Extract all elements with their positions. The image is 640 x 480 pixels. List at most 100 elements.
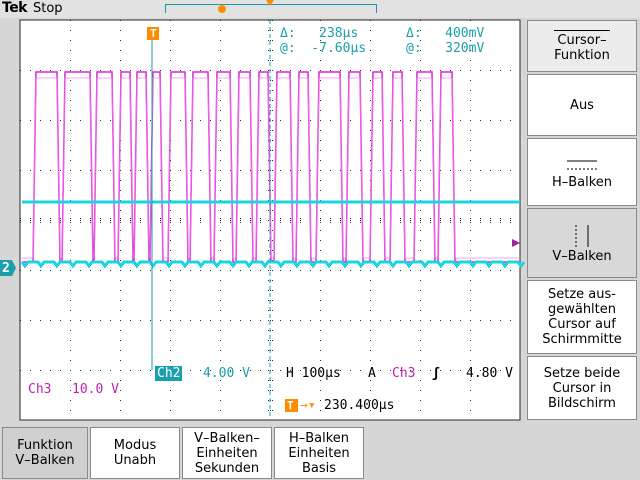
grid-dot [272, 210, 273, 211]
grid-dot [290, 220, 291, 221]
menu-center-cursor-button[interactable]: Setze aus- gewählten Cursor auf Schirmmi… [527, 280, 637, 354]
menu-vbalken-button[interactable]: V–Balken [527, 208, 637, 278]
grid-dot [120, 330, 121, 331]
grid-dot [470, 50, 471, 51]
grid-dot [410, 120, 411, 121]
menu-both-cursors-label: Setze beide Cursor in Bildschirm [543, 365, 621, 411]
grid-dot [460, 370, 461, 371]
grid-dot [500, 170, 501, 171]
grid-dot [320, 40, 321, 41]
menu-aus-label: Aus [570, 97, 594, 113]
grid-dot [230, 222, 231, 223]
grid-dot [250, 70, 251, 71]
grid-dot [320, 110, 321, 111]
grid-dot [250, 320, 251, 321]
grid-dot [90, 320, 91, 321]
grid-dot [460, 220, 461, 221]
grid-dot [510, 120, 511, 121]
grid-dot [170, 410, 171, 411]
grid-dot [470, 70, 471, 71]
trigger-marker-label: T [150, 27, 157, 40]
menu-both-cursors-button[interactable]: Setze beide Cursor in Bildschirm [527, 356, 637, 420]
grid-dot [370, 20, 371, 21]
grid-dot [30, 220, 31, 221]
grid-dot [70, 160, 71, 161]
grid-dot [120, 390, 121, 391]
grid-dot [100, 120, 101, 121]
grid-dot [268, 220, 269, 221]
bottom-modus-button[interactable]: Modus Unabh [90, 427, 180, 479]
grid-dot [170, 170, 171, 171]
grid-dot [320, 280, 321, 281]
menu-aus-button[interactable]: Aus [527, 74, 637, 136]
grid-dot [320, 90, 321, 91]
grid-dot [390, 170, 391, 171]
grid-dot [430, 218, 431, 219]
grid-dot [370, 130, 371, 131]
grid-dot [230, 70, 231, 71]
grid-dot [260, 70, 261, 71]
grid-dot [270, 130, 271, 131]
grid-dot [230, 220, 231, 221]
grid-dot [330, 218, 331, 219]
grid-dot [340, 370, 341, 371]
grid-dot [170, 190, 171, 191]
grid-dot [470, 220, 471, 221]
grid-dot [480, 370, 481, 371]
grid-dot [470, 20, 471, 21]
grid-dot [70, 110, 71, 111]
grid-dot [170, 220, 171, 221]
grid-dot [70, 140, 71, 141]
grid-dot [440, 220, 441, 221]
grid-dot [200, 218, 201, 219]
grid-dot [200, 222, 201, 223]
grid-dot [280, 120, 281, 121]
bottom-vbalken-units-button[interactable]: V–Balken– Einheiten Sekunden [182, 427, 272, 479]
grid-dot [272, 170, 273, 171]
grid-dot [220, 180, 221, 181]
grid-dot [410, 220, 411, 221]
grid-dot [320, 230, 321, 231]
grid-dot [410, 70, 411, 71]
grid-dot [20, 170, 21, 171]
grid-dot [260, 170, 261, 171]
ch3-label: Ch3 [28, 382, 52, 397]
grid-dot [272, 350, 273, 351]
grid-dot [272, 150, 273, 151]
grid-dot [70, 290, 71, 291]
grid-dot [510, 222, 511, 223]
grid-dot [260, 270, 261, 271]
grid-dot [268, 280, 269, 281]
grid-dot [170, 280, 171, 281]
grid-dot [400, 120, 401, 121]
grid-dot [470, 190, 471, 191]
grid-dot [320, 240, 321, 241]
grid-dot [80, 218, 81, 219]
menu-hbalken-button[interactable]: H–Balken [527, 138, 637, 206]
horizontal-scale: H 100µs [286, 366, 341, 381]
grid-dot [220, 310, 221, 311]
grid-dot [320, 150, 321, 151]
grid-dot [430, 170, 431, 171]
grid-dot [420, 20, 421, 21]
grid-dot [180, 222, 181, 223]
grid-dot [340, 70, 341, 71]
grid-dot [272, 110, 273, 111]
grid-dot [272, 220, 273, 221]
grid-dot [370, 380, 371, 381]
grid-dot [220, 380, 221, 381]
grid-dot [240, 120, 241, 121]
grid-dot [40, 270, 41, 271]
grid-dot [370, 310, 371, 311]
grid-dot [420, 400, 421, 401]
grid-dot [120, 260, 121, 261]
grid-dot [410, 170, 411, 171]
grid-dot [220, 110, 221, 111]
grid-dot [340, 222, 341, 223]
grid-dot [190, 370, 191, 371]
grid-dot [420, 310, 421, 311]
grid-dot [40, 218, 41, 219]
bottom-hbalken-units-button[interactable]: H–Balken Einheiten Basis [274, 427, 364, 479]
bottom-funktion-button[interactable]: Funktion V–Balken [2, 427, 88, 479]
grid-dot [400, 320, 401, 321]
